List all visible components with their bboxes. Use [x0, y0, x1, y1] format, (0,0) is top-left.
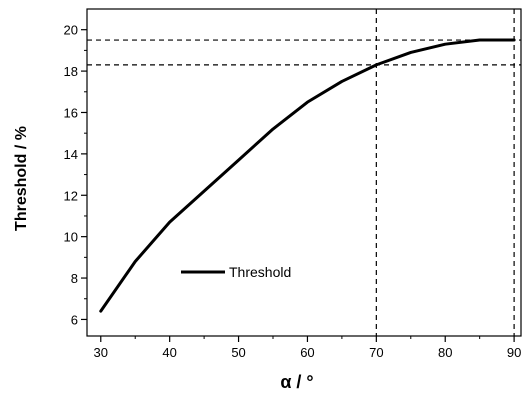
series-group	[99, 38, 516, 313]
x-tick-label-30: 30	[94, 345, 108, 360]
y-tick-label-12: 12	[64, 188, 78, 203]
series-line-0	[99, 38, 516, 313]
x-tick-label-80: 80	[438, 345, 452, 360]
x-tick-label-70: 70	[369, 345, 383, 360]
x-tick-label-40: 40	[162, 345, 176, 360]
y-tick-label-8: 8	[71, 271, 78, 286]
x-axis: 30 40 50 60 70 80 90	[94, 336, 521, 360]
y-tick-label-10: 10	[64, 230, 78, 245]
x-axis-title: α / °	[280, 372, 313, 392]
legend: Threshold	[181, 264, 291, 280]
y-tick-label-14: 14	[64, 147, 78, 162]
y-tick-label-20: 20	[64, 23, 78, 38]
x-tick-label-50: 50	[231, 345, 245, 360]
y-tick-label-6: 6	[71, 312, 78, 327]
plot-frame	[86, 8, 522, 337]
x-tick-label-60: 60	[300, 345, 314, 360]
y-tick-label-16: 16	[64, 105, 78, 120]
reference-lines	[87, 9, 521, 336]
legend-label-threshold: Threshold	[229, 264, 291, 280]
x-tick-label-90: 90	[507, 345, 521, 360]
y-axis: 6 8 10 12 14 16 18 20	[64, 23, 87, 327]
y-axis-title: Threshold / %	[13, 126, 30, 231]
y-tick-label-18: 18	[64, 64, 78, 79]
